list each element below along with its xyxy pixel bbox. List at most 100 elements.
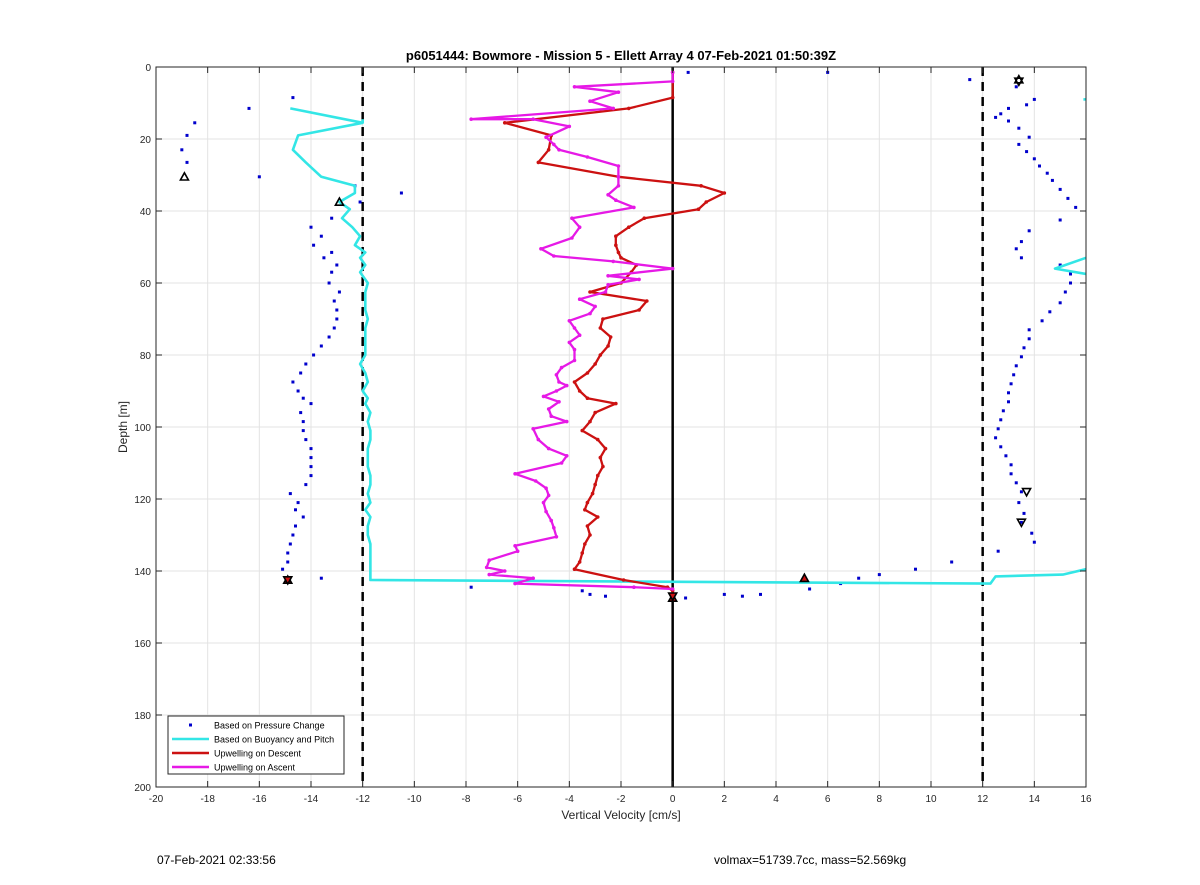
x-tick-label: -2	[617, 794, 626, 805]
x-axis-label: Vertical Velocity [cm/s]	[561, 808, 680, 822]
upwelling-ascent-point	[513, 472, 517, 476]
pressure-change-point	[1032, 540, 1036, 544]
upwelling-ascent-point	[611, 106, 616, 111]
y-axis-ticks: 0 20 40 60 80 100 120 140 160 180 200	[134, 63, 1086, 794]
upwelling-ascent-point	[614, 198, 618, 202]
pressure-change-point	[1025, 103, 1029, 107]
pressure-change-point	[247, 106, 251, 110]
upwelling-ascent-point	[557, 380, 561, 384]
upwelling-ascent-point	[554, 389, 559, 393]
pressure-change-point	[1019, 240, 1023, 244]
upwelling-ascent-point	[606, 274, 610, 278]
x-tick-label: -18	[200, 794, 215, 805]
upwelling-ascent-point	[572, 326, 577, 330]
legend-label: Based on Buoyancy and Pitch	[214, 735, 334, 745]
triangle-up-marker	[179, 171, 190, 181]
pressure-change-point	[309, 465, 313, 469]
pressure-change-point	[1050, 178, 1054, 182]
upwelling-ascent-point	[554, 535, 559, 539]
upwelling-ascent-point	[552, 526, 556, 530]
upwelling-descent-point	[588, 533, 592, 537]
reference-lines	[361, 67, 984, 787]
pressure-change-point	[996, 549, 1000, 553]
pressure-change-point	[1025, 150, 1029, 154]
y-tick-label: 0	[145, 63, 151, 74]
upwelling-descent-point	[502, 121, 507, 125]
upwelling-descent-point	[614, 243, 618, 247]
y-tick-label: 40	[140, 207, 152, 218]
x-tick-label: -10	[407, 794, 422, 805]
upwelling-descent-point	[585, 371, 590, 375]
buoyancy-pitch-line	[290, 107, 1086, 585]
pressure-change-point	[914, 567, 917, 571]
pressure-change-point	[1058, 218, 1062, 222]
pressure-change-point	[286, 560, 290, 564]
pressure-change-point	[327, 281, 331, 285]
pressure-change-point	[1012, 373, 1016, 377]
pressure-change-point	[309, 474, 313, 478]
upwelling-ascent-point	[670, 587, 675, 591]
upwelling-ascent-point	[541, 394, 546, 399]
pressure-change-point	[1058, 263, 1062, 267]
pressure-change-point	[999, 445, 1003, 449]
pressure-change-point	[185, 160, 189, 164]
pressure-change-point	[1027, 229, 1031, 233]
upwelling-ascent-point	[546, 493, 551, 498]
pressure-change-point	[1069, 281, 1072, 285]
pressure-change-point	[312, 243, 316, 247]
upwelling-ascent-point	[577, 333, 582, 338]
triangle-down-marker	[1013, 77, 1025, 88]
pressure-change-point	[1007, 391, 1010, 395]
y-tick-label: 140	[134, 567, 151, 578]
pressure-change-point	[337, 290, 341, 294]
pressure-change-point	[1007, 119, 1010, 123]
upwelling-ascent-point	[577, 297, 582, 302]
pressure-change-point	[399, 191, 403, 195]
pressure-change-point	[1017, 501, 1021, 505]
x-tick-label: 8	[877, 794, 883, 805]
upwelling-ascent-point	[637, 277, 641, 282]
pressure-change-point	[1014, 364, 1018, 368]
upwelling-descent-point	[637, 308, 641, 312]
upwelling-ascent-point	[552, 142, 556, 147]
pressure-change-point	[588, 592, 592, 596]
pressure-change-point	[294, 508, 297, 512]
pressure-change-point	[1017, 126, 1021, 130]
upwelling-descent-point	[577, 389, 582, 393]
upwelling-descent-point	[585, 396, 590, 401]
upwelling-ascent-point	[533, 479, 538, 483]
upwelling-descent-point	[601, 317, 605, 321]
pressure-change-point	[684, 596, 688, 600]
upwelling-descent-point	[722, 191, 727, 195]
pressure-change-point	[722, 592, 726, 596]
triangle-up-marker	[799, 572, 810, 583]
upwelling-descent-point	[595, 437, 600, 442]
pressure-change-point	[1014, 247, 1018, 251]
pressure-change-point	[1022, 346, 1026, 350]
pressure-change-point	[1027, 337, 1031, 341]
pressure-change-point	[994, 436, 998, 440]
pressure-change-point	[1038, 164, 1041, 168]
pressure-change-point	[185, 133, 189, 137]
pressure-change-point	[332, 326, 336, 330]
x-tick-label: -12	[355, 794, 370, 805]
pressure-change-point	[996, 427, 1000, 431]
pressure-change-point	[1007, 400, 1010, 404]
legend-swatch	[189, 723, 192, 727]
x-tick-label: 16	[1080, 794, 1092, 805]
x-tick-label: -8	[462, 794, 471, 805]
upwelling-descent-point	[699, 184, 703, 188]
pressure-change-point	[580, 589, 584, 593]
x-tick-label: 2	[722, 794, 728, 805]
triangle-down-marker	[1021, 487, 1032, 498]
pressure-change-point	[994, 115, 998, 119]
upwelling-ascent-point	[484, 565, 489, 570]
upwelling-descent-point	[588, 290, 592, 294]
upwelling-ascent-point	[616, 90, 621, 94]
pressure-change-point	[808, 587, 812, 591]
upwelling-ascent-point	[531, 427, 535, 431]
upwelling-descent-point	[621, 578, 626, 582]
upwelling-ascent-point	[544, 509, 548, 514]
upwelling-ascent-point	[577, 225, 582, 229]
